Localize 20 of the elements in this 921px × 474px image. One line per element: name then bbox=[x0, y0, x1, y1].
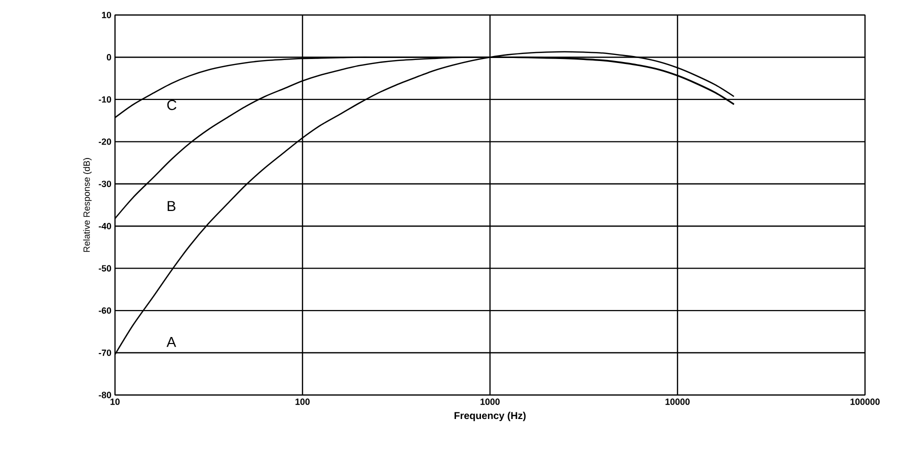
y-axis-title: Relative Response (dB) bbox=[83, 158, 92, 252]
series-label: B bbox=[168, 201, 176, 211]
x-tick-label: 100000 bbox=[850, 398, 880, 405]
y-tick-label: -30 bbox=[98, 180, 112, 188]
x-tick-label: 100 bbox=[296, 398, 310, 405]
y-tick-label: -50 bbox=[98, 265, 112, 272]
x-tick-label: 10 bbox=[110, 398, 120, 405]
y-tick-label: -40 bbox=[98, 222, 112, 230]
series-label: C bbox=[167, 100, 176, 110]
y-tick-label: -10 bbox=[98, 96, 112, 103]
y-tick-label: 0 bbox=[106, 54, 112, 60]
y-tick-label: -60 bbox=[98, 307, 112, 314]
y-tick-label: -20 bbox=[98, 138, 112, 145]
y-tick-label: 10 bbox=[102, 12, 112, 18]
y-tick-label: -70 bbox=[98, 350, 112, 356]
y-tick-label: -80 bbox=[98, 392, 112, 398]
x-axis-title: Frequency (Hz) bbox=[454, 412, 526, 422]
text: A bbox=[166, 337, 176, 347]
x-tick-label: 1000 bbox=[480, 398, 500, 405]
x-tick-label: 10000 bbox=[666, 398, 690, 405]
